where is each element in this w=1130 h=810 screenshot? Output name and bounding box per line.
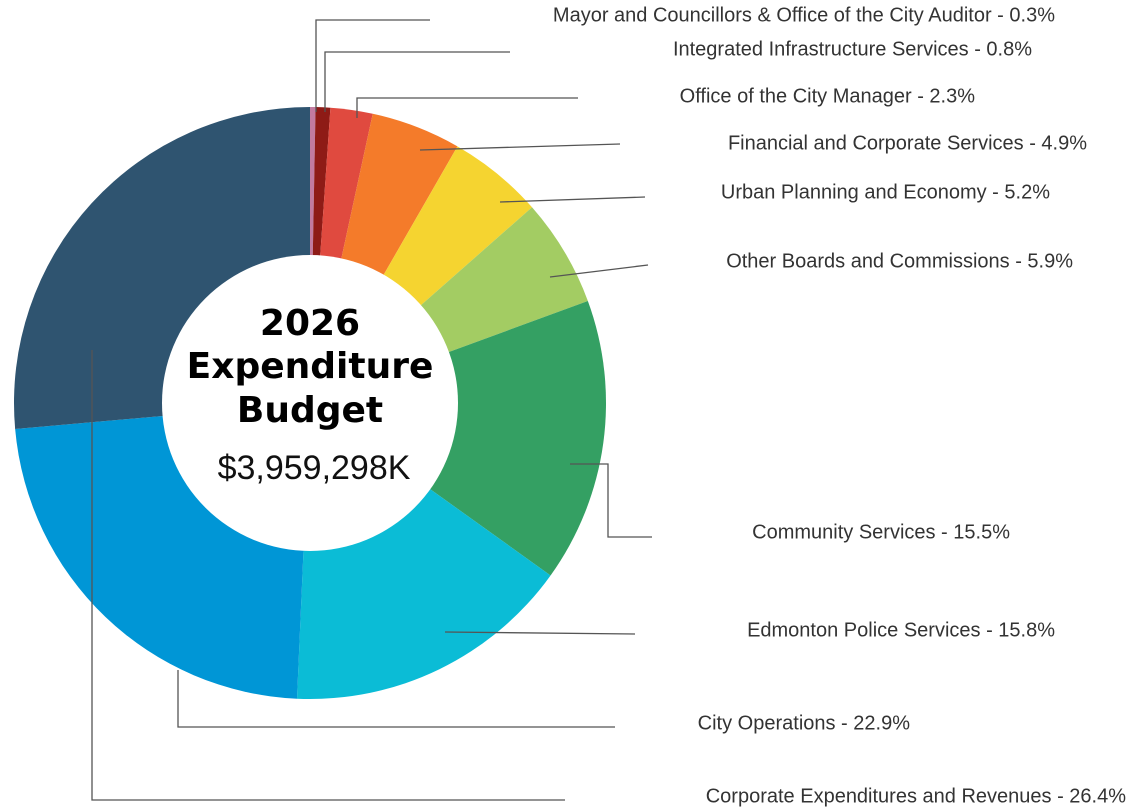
slice-label: Office of the City Manager - 2.3% — [680, 85, 976, 107]
leader-line — [91, 350, 565, 801]
slice-label: City Operations - 22.9% — [698, 712, 911, 734]
slice-label: Mayor and Councillors & Office of the Ci… — [553, 4, 1055, 26]
leader-line — [419, 143, 621, 151]
slice-label: Other Boards and Commissions - 5.9% — [726, 250, 1073, 272]
slice — [310, 300, 606, 576]
donut-hole — [162, 255, 458, 551]
slice-label: Financial and Corporate Services - 4.9% — [728, 132, 1087, 154]
center-value: $3,959,298K — [218, 449, 411, 487]
leader-line — [570, 463, 652, 538]
center-title: Expenditure — [187, 346, 434, 387]
center-title: Budget — [237, 390, 383, 431]
leader-line — [444, 631, 636, 635]
leader-line — [315, 19, 430, 112]
leader-line — [499, 196, 646, 203]
center-title: 2026 — [260, 303, 360, 344]
slice-label: Corporate Expenditures and Revenues - 26… — [706, 785, 1126, 807]
slice-label: Edmonton Police Services - 15.8% — [747, 619, 1055, 641]
leader-line — [356, 97, 578, 118]
leader-line — [177, 670, 615, 728]
slice-label: Community Services - 15.5% — [752, 521, 1010, 543]
leader-line — [324, 51, 510, 112]
leader-line — [549, 264, 649, 278]
slice-label: Urban Planning and Economy - 5.2% — [721, 181, 1050, 203]
slice-label: Integrated Infrastructure Services - 0.8… — [673, 38, 1032, 60]
